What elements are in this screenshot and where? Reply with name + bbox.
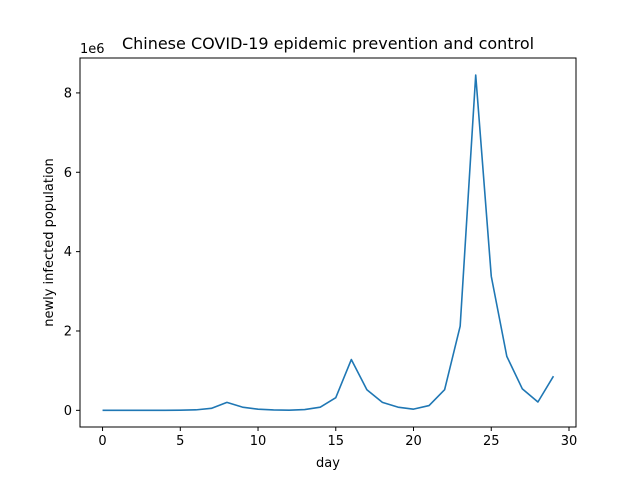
y-tick-label: 6 bbox=[64, 166, 72, 181]
y-tick-label: 4 bbox=[64, 245, 72, 260]
x-tick-label: 10 bbox=[250, 434, 267, 449]
x-tick-label: 20 bbox=[405, 434, 422, 449]
x-tick-label: 25 bbox=[483, 434, 500, 449]
y-tick-label: 0 bbox=[64, 404, 72, 419]
y-axis-label: newly infected population bbox=[42, 158, 57, 327]
plot-frame bbox=[79, 57, 577, 428]
y-tick-label: 8 bbox=[64, 86, 72, 101]
series-line bbox=[102, 74, 555, 412]
x-tick-label: 5 bbox=[176, 434, 184, 449]
x-tick-label: 30 bbox=[561, 434, 578, 449]
y-tick-label: 2 bbox=[64, 324, 72, 339]
chart-title: Chinese COVID-19 epidemic prevention and… bbox=[122, 34, 534, 53]
x-axis-label: day bbox=[316, 456, 340, 471]
y-axis: 0 2 4 6 8 bbox=[64, 86, 80, 419]
x-tick-label: 0 bbox=[98, 434, 106, 449]
y-offset-label: 1e6 bbox=[80, 42, 105, 57]
plot-area bbox=[79, 57, 577, 428]
x-axis: 0 5 10 15 20 25 30 bbox=[98, 427, 577, 449]
x-tick-label: 15 bbox=[328, 434, 345, 449]
